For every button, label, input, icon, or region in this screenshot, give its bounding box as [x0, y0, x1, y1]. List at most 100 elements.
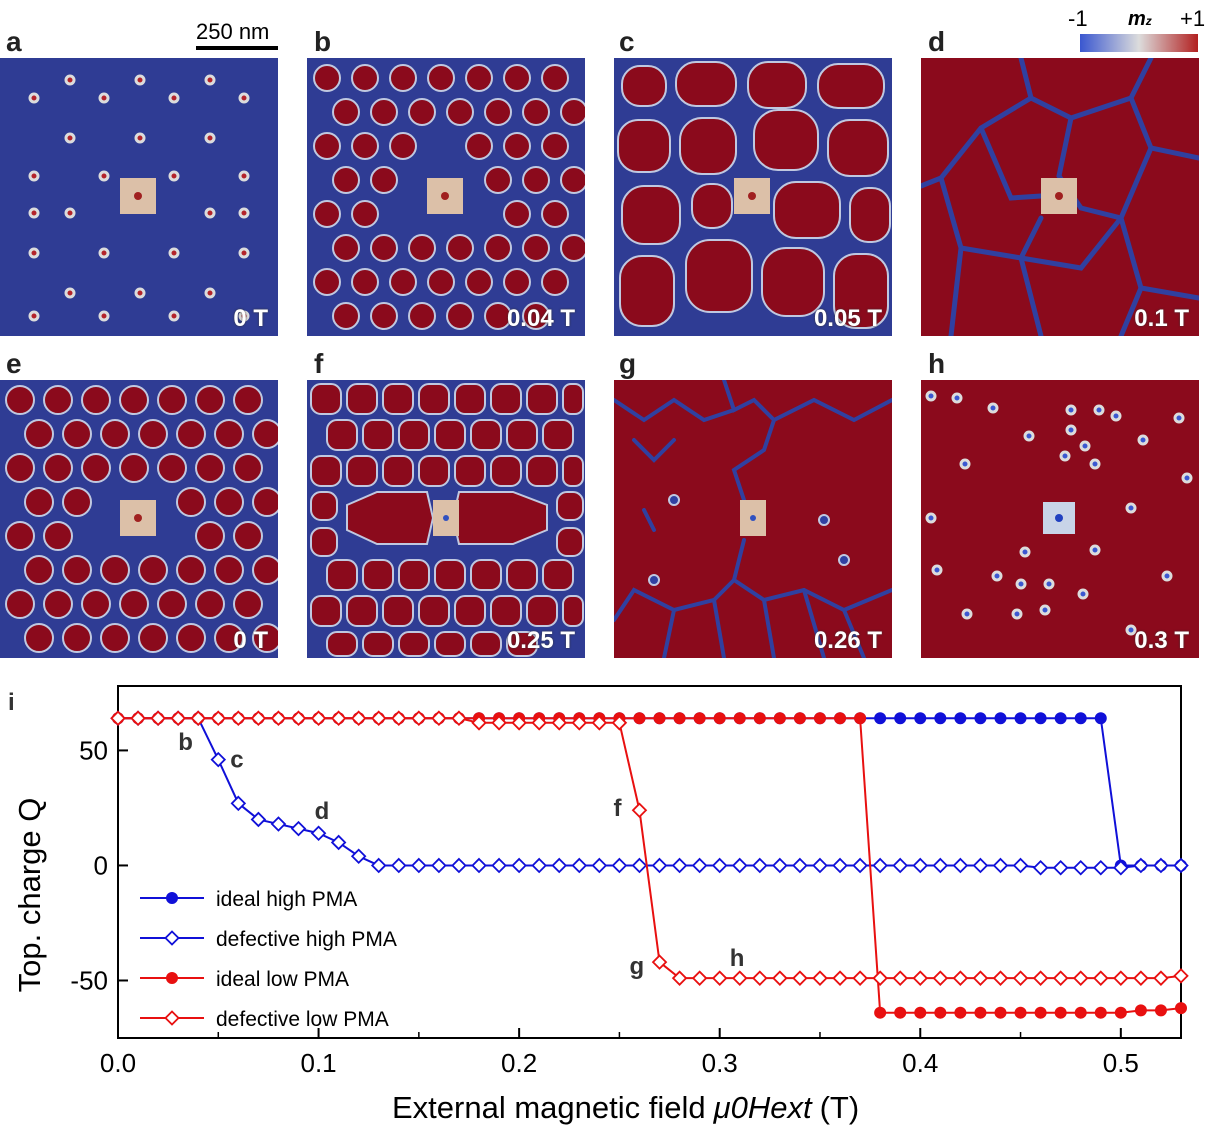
y-axis-label: Top. charge Q — [12, 798, 47, 993]
panel-f-svg — [310, 383, 584, 657]
data-point — [190, 710, 206, 726]
data-point — [874, 712, 887, 725]
skyrmion-lattice — [28, 74, 250, 322]
data-point — [972, 857, 989, 874]
isolated-skyrmions — [925, 390, 1193, 636]
x-tick-label: 0.1 — [300, 1048, 336, 1078]
data-point — [773, 712, 786, 725]
data-point — [1173, 968, 1189, 984]
panel-letter-a: a — [6, 26, 22, 57]
data-point — [230, 710, 247, 726]
scale-bar-label: 250 nm — [196, 19, 270, 44]
data-point — [1072, 859, 1089, 876]
legend: ideal high PMA defective high PMA ideal lo… — [140, 888, 397, 1031]
field-label-d: 0.1 T — [1134, 305, 1189, 332]
panel-a-svg — [28, 74, 250, 322]
data-point — [1074, 712, 1087, 725]
defect-core — [134, 192, 142, 200]
legend-item: ideal low PMA — [140, 968, 349, 991]
defect-core — [134, 514, 142, 522]
data-point — [150, 710, 166, 726]
data-point — [731, 970, 748, 986]
data-point — [713, 712, 726, 725]
data-point — [633, 712, 646, 725]
data-point — [691, 970, 708, 986]
data-point — [1094, 1006, 1107, 1019]
x-tick-label: 0.5 — [1103, 1048, 1139, 1078]
data-point — [892, 970, 908, 986]
data-point — [531, 715, 547, 731]
series-ideal-high-pma — [112, 712, 1187, 872]
data-point — [912, 857, 929, 874]
data-point — [1114, 1006, 1127, 1019]
colorbar-title: mz — [1128, 8, 1152, 31]
panel-a-image: 0 T — [0, 58, 278, 336]
legend-label: defective low PMA — [216, 1008, 389, 1031]
annotation-b: b — [178, 729, 193, 756]
isolated-skyrmions — [648, 494, 850, 586]
defect-core — [748, 192, 756, 200]
data-point — [451, 710, 467, 726]
series-line — [118, 717, 1181, 867]
data-point — [330, 710, 347, 726]
colorbar-min-label: -1 — [1068, 6, 1088, 31]
series-defective-low-pma — [110, 710, 1189, 986]
y-tick-label: -50 — [70, 965, 108, 995]
panel-h-svg — [925, 390, 1193, 636]
x-axis-symbol: μ0Hext — [713, 1090, 813, 1125]
panel-b-image: 0.04 T — [307, 58, 585, 336]
x-tick-label: 0.0 — [100, 1048, 136, 1078]
skyrmion-lattice — [313, 64, 585, 330]
data-point — [551, 715, 568, 731]
skyrmion-lattice — [5, 385, 278, 653]
defect-core — [443, 515, 449, 521]
legend-item: defective low PMA — [140, 1008, 389, 1031]
data-point — [711, 970, 728, 986]
data-point — [954, 712, 967, 725]
panel-letter-d: d — [928, 26, 946, 57]
data-point — [992, 970, 1009, 986]
panel-d-svg — [921, 58, 1199, 336]
data-point — [892, 857, 908, 874]
data-point — [290, 710, 307, 726]
data-point — [812, 970, 828, 986]
legend-marker — [166, 892, 178, 904]
data-point — [1014, 712, 1027, 725]
data-point — [872, 857, 888, 874]
data-point — [1154, 1004, 1167, 1017]
annotation-f: f — [613, 795, 622, 822]
data-point — [611, 715, 628, 731]
data-point — [1054, 1006, 1067, 1019]
data-point — [1113, 859, 1129, 876]
data-point — [1175, 1002, 1187, 1015]
data-point — [350, 848, 367, 865]
data-point — [1153, 857, 1169, 874]
field-label-b: 0.04 T — [506, 305, 575, 332]
legend-marker — [164, 1010, 180, 1026]
domain-cells — [310, 383, 584, 657]
data-point — [792, 857, 808, 874]
data-point — [992, 857, 1009, 874]
data-point — [711, 857, 728, 874]
y-ticks: 50 0 -50 — [70, 735, 128, 995]
data-point — [832, 857, 848, 874]
data-point — [994, 1006, 1007, 1019]
data-point — [812, 857, 828, 874]
colorbar-title-main: m — [1128, 8, 1146, 30]
data-point — [591, 715, 608, 731]
data-point — [1052, 859, 1069, 876]
data-point — [1113, 970, 1129, 986]
data-point — [752, 970, 768, 986]
data-point — [511, 715, 527, 731]
panel-c-image: 0.05 T — [614, 58, 892, 336]
data-point — [793, 712, 806, 725]
data-point — [210, 710, 227, 726]
data-point — [1093, 859, 1109, 876]
panel-b-svg — [313, 64, 585, 330]
data-point — [491, 857, 507, 874]
data-point — [431, 710, 447, 726]
x-axis-label-text: External magnetic field — [392, 1090, 706, 1125]
data-point — [170, 710, 186, 726]
field-label-h: 0.3 T — [1134, 627, 1189, 654]
panel-g-image: 0.26 T — [614, 380, 892, 658]
